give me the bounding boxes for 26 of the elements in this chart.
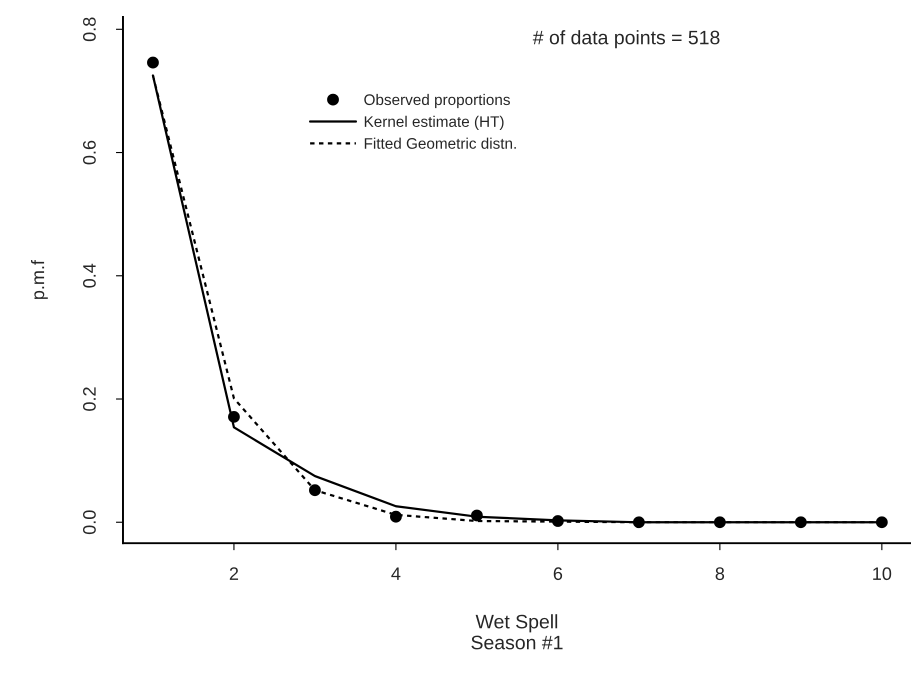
y-tick-label: 0.2 <box>83 387 96 411</box>
point <box>714 516 726 528</box>
annotation: # of data points = 518 <box>532 30 720 48</box>
legend-label: Kernel estimate (HT) <box>364 116 504 130</box>
point <box>147 56 159 68</box>
legend-label: Fitted Geometric distn. <box>364 138 516 149</box>
x-axis-title: Wet Spell Season #1 <box>471 614 563 650</box>
point <box>309 484 321 496</box>
point <box>552 515 564 527</box>
point <box>228 410 240 423</box>
point <box>876 516 888 528</box>
y-tick-label: 0.8 <box>83 18 96 42</box>
y-axis-title: p.m.f <box>31 260 48 299</box>
y-tick-label: 0.4 <box>83 264 96 288</box>
x-tick-label: 4 <box>391 567 400 580</box>
x-tick-label: 8 <box>716 567 724 580</box>
y-tick-label: 0.6 <box>83 140 96 164</box>
point <box>471 510 483 522</box>
x-tick-label: 6 <box>554 567 562 580</box>
point <box>632 516 645 528</box>
y-tick-label: 0.0 <box>83 510 96 534</box>
x-tick-label: 10 <box>873 567 892 580</box>
legend-label: Observed proportions <box>364 94 510 108</box>
x-tick-label: 2 <box>230 567 238 580</box>
point <box>794 516 807 528</box>
point <box>390 510 402 523</box>
